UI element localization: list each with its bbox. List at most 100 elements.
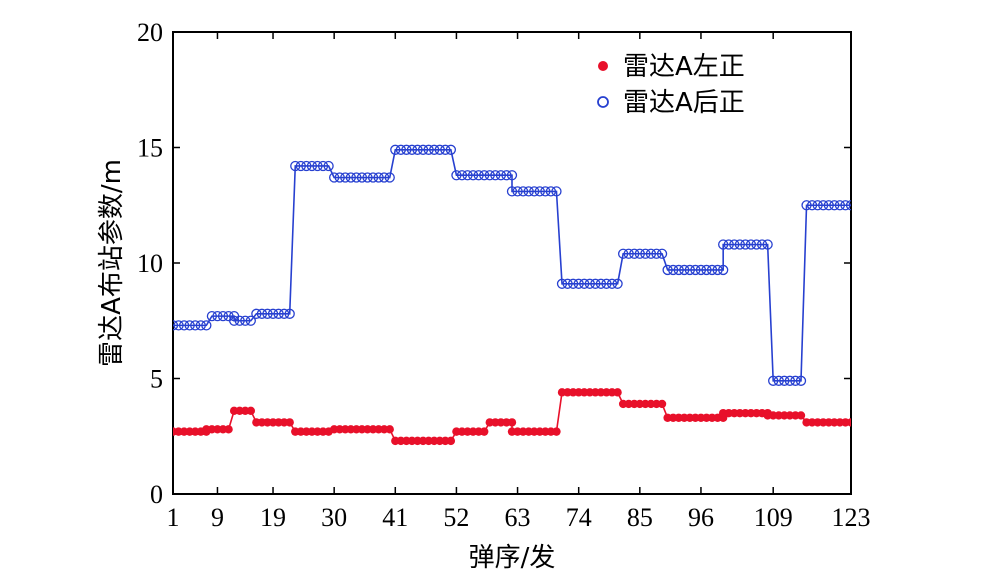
data-point	[706, 264, 718, 276]
data-point	[467, 170, 479, 181]
legend-item-series-1: 雷达A左正	[598, 52, 745, 82]
x-tick-label: 85	[627, 503, 653, 532]
data-point	[818, 200, 829, 211]
x-tick-label: 30	[321, 503, 347, 532]
data-point	[340, 172, 351, 183]
data-point	[796, 411, 806, 420]
data-point	[290, 160, 301, 172]
data-point	[240, 315, 251, 326]
data-point	[552, 427, 561, 436]
data-point	[784, 375, 796, 386]
data-point	[434, 144, 445, 155]
data-point	[640, 248, 651, 259]
data-point	[629, 248, 640, 259]
data-point	[245, 315, 256, 326]
data-point	[517, 186, 529, 197]
data-point	[645, 248, 657, 259]
data-point	[273, 308, 284, 319]
data-point	[751, 239, 762, 250]
data-point	[584, 278, 595, 289]
legend-item-series-2: 雷达A后正	[597, 88, 745, 118]
data-point	[395, 144, 407, 155]
x-axis: 1 9 19 30 41 52 63 74 85 96 109 123	[167, 32, 871, 532]
data-point	[423, 144, 434, 155]
legend-marker-series-1	[598, 61, 608, 71]
x-tick-label: 96	[688, 503, 714, 532]
data-point	[334, 172, 345, 183]
y-tick-label: 10	[137, 249, 163, 278]
data-point	[601, 278, 612, 289]
x-axis-title: 弹序/发	[469, 543, 556, 573]
data-point	[512, 186, 523, 197]
data-point	[701, 264, 712, 276]
legend-label-series-1: 雷达A左正	[623, 52, 745, 82]
data-point	[573, 278, 584, 289]
data-point	[845, 200, 851, 211]
data-point	[595, 278, 607, 289]
x-tick-label: 74	[566, 503, 592, 532]
data-point	[317, 160, 329, 172]
data-point	[345, 172, 356, 183]
data-point	[456, 170, 468, 181]
data-point	[228, 315, 240, 326]
data-point	[473, 170, 484, 181]
series-1	[173, 388, 851, 446]
data-point	[206, 310, 218, 322]
data-point	[679, 264, 690, 276]
data-point	[362, 172, 373, 183]
data-point	[551, 186, 562, 197]
series-2	[173, 144, 851, 386]
data-point	[479, 170, 490, 181]
data-point	[445, 144, 457, 155]
data-point	[184, 320, 195, 331]
data-point	[234, 315, 245, 326]
plot-area	[172, 31, 852, 495]
legend: 雷达A左正 雷达A后正	[597, 52, 745, 118]
data-point	[562, 278, 573, 289]
data-point	[651, 248, 662, 259]
data-point	[834, 200, 846, 211]
data-point	[267, 308, 279, 319]
data-point	[401, 144, 412, 155]
data-point	[390, 144, 401, 155]
x-tick-label: 41	[382, 503, 408, 532]
data-point	[256, 308, 268, 319]
data-point	[540, 186, 551, 197]
data-point	[385, 425, 394, 434]
data-point	[579, 278, 590, 289]
data-point	[662, 264, 673, 276]
x-tick-label: 19	[260, 503, 286, 532]
data-point	[718, 239, 729, 250]
data-point	[251, 308, 262, 319]
data-point	[690, 264, 701, 276]
data-point	[446, 436, 456, 446]
data-point	[246, 406, 256, 416]
data-point	[795, 375, 807, 386]
data-point	[278, 308, 290, 319]
data-point	[367, 172, 379, 183]
data-point	[606, 278, 618, 289]
data-point	[217, 310, 229, 322]
data-point	[812, 200, 823, 211]
data-point	[306, 160, 318, 172]
x-tick-label: 123	[832, 503, 871, 532]
data-point	[740, 239, 751, 250]
data-point	[734, 239, 746, 250]
data-point	[612, 278, 623, 289]
data-point	[617, 248, 629, 259]
y-tick-label: 20	[137, 18, 163, 47]
y-tick-label: 0	[150, 480, 163, 509]
series-layer	[173, 144, 851, 446]
data-point	[173, 320, 179, 331]
y-tick-label: 5	[150, 365, 163, 394]
data-point	[312, 160, 323, 172]
data-point	[356, 172, 368, 183]
data-point	[556, 278, 568, 289]
data-point	[178, 320, 190, 331]
data-point	[451, 170, 462, 181]
data-point	[484, 170, 495, 181]
data-point	[684, 264, 695, 276]
data-point	[429, 144, 440, 155]
data-point	[846, 418, 851, 427]
data-point	[567, 278, 579, 289]
